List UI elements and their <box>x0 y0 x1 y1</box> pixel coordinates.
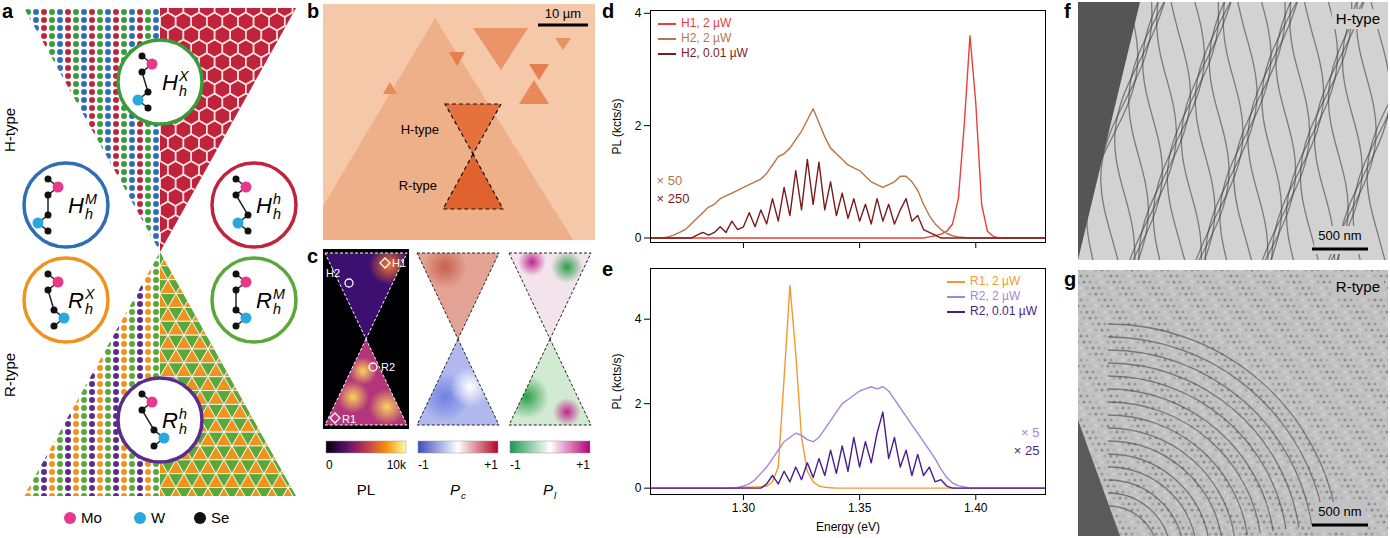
html-text:R1, 2 µW: R1, 2 µW <box>970 274 1021 288</box>
svg-text:0: 0 <box>635 481 642 495</box>
html-text:a: a <box>2 0 14 22</box>
svg-text:R-type: R-type <box>1336 278 1380 295</box>
html-text:d: d <box>602 0 615 22</box>
svg-text:h: h <box>85 301 93 317</box>
svg-text:h: h <box>273 301 281 317</box>
svg-text:R-type: R-type <box>399 178 437 193</box>
svg-text:10 µm: 10 µm <box>545 6 581 21</box>
svg-text:10k: 10k <box>387 458 407 472</box>
svg-text:h: h <box>273 206 281 222</box>
svg-text:H: H <box>68 193 84 218</box>
svg-text:× 250: × 250 <box>657 191 690 206</box>
svg-text:P: P <box>543 481 553 498</box>
svg-text:H: H <box>162 70 178 95</box>
svg-text:M: M <box>85 191 97 207</box>
svg-text:c: c <box>461 490 466 501</box>
svg-text:H-type: H-type <box>1336 10 1380 27</box>
svg-text:4: 4 <box>635 6 642 20</box>
svg-text:H2: H2 <box>326 267 340 279</box>
svg-text:Energy (eV): Energy (eV) <box>816 520 880 534</box>
svg-text:X: X <box>84 286 95 302</box>
svg-text:R: R <box>68 288 84 313</box>
html-text:R2, 2 µW: R2, 2 µW <box>970 289 1021 303</box>
svg-text:× 25: × 25 <box>1014 443 1040 458</box>
svg-text:-1: -1 <box>418 458 429 472</box>
svg-text:R1: R1 <box>342 413 356 425</box>
svg-text:H1: H1 <box>392 257 406 269</box>
svg-text:2: 2 <box>635 397 642 411</box>
svg-text:X: X <box>178 68 189 84</box>
svg-text:0: 0 <box>326 458 333 472</box>
svg-text:2: 2 <box>635 118 642 132</box>
svg-text:4: 4 <box>635 312 642 326</box>
html-text:H2, 0.01 µW: H2, 0.01 µW <box>681 46 748 60</box>
svg-text:R: R <box>162 408 178 433</box>
svg-text:Mo: Mo <box>81 509 102 526</box>
html-text:b: b <box>307 0 320 22</box>
svg-text:H-type: H-type <box>1 108 18 152</box>
svg-text:h: h <box>179 406 187 422</box>
svg-text:1.30: 1.30 <box>732 501 756 515</box>
svg-text:h: h <box>179 83 187 99</box>
svg-text:+1: +1 <box>484 458 498 472</box>
html-text:c: c <box>307 245 319 267</box>
html-text:R2, 0.01 µW: R2, 0.01 µW <box>970 304 1037 318</box>
svg-text:-1: -1 <box>510 458 521 472</box>
svg-text:P: P <box>450 481 460 498</box>
svg-text:PL (kcts/s): PL (kcts/s) <box>610 98 624 154</box>
svg-text:R-type: R-type <box>1 353 18 397</box>
svg-text:l: l <box>554 490 557 501</box>
svg-text:R: R <box>256 288 272 313</box>
svg-text:h: h <box>85 206 93 222</box>
svg-text:500 nm: 500 nm <box>1318 228 1361 243</box>
html-text:H2, 2 µW: H2, 2 µW <box>681 31 732 45</box>
svg-text:1.35: 1.35 <box>848 501 872 515</box>
svg-text:1.40: 1.40 <box>964 501 988 515</box>
svg-text:× 5: × 5 <box>1021 425 1039 440</box>
svg-text:W: W <box>151 509 166 526</box>
svg-text:PL: PL <box>357 481 375 498</box>
svg-text:H: H <box>256 193 272 218</box>
svg-text:× 50: × 50 <box>657 173 683 188</box>
svg-text:0: 0 <box>635 231 642 245</box>
html-text:e: e <box>602 258 614 280</box>
svg-text:+1: +1 <box>576 458 590 472</box>
svg-text:h: h <box>273 191 281 207</box>
svg-text:H-type: H-type <box>401 122 439 137</box>
svg-text:Se: Se <box>211 509 229 526</box>
html-text:g: g <box>1064 268 1077 290</box>
svg-text:PL (kcts/s): PL (kcts/s) <box>610 353 624 409</box>
svg-text:h: h <box>179 421 187 437</box>
html-text:H1, 2 µW: H1, 2 µW <box>681 16 732 30</box>
svg-text:R2: R2 <box>381 361 395 373</box>
html-text:f: f <box>1064 0 1071 22</box>
svg-text:500 nm: 500 nm <box>1318 504 1361 519</box>
svg-text:M: M <box>273 286 285 302</box>
